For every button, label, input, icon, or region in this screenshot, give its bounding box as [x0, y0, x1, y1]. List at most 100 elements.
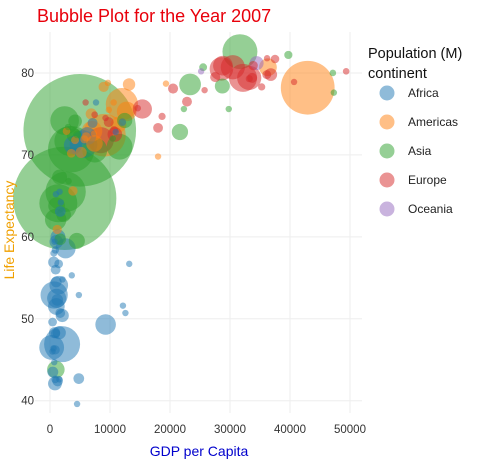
bubble-asia [179, 73, 201, 96]
chart-title: Bubble Plot for the Year 2007 [37, 6, 271, 26]
bubble-africa [50, 276, 62, 288]
bubble-europe [262, 70, 272, 80]
legend-label: Africa [408, 86, 439, 100]
bubble-americas [162, 80, 170, 87]
bubble-africa [112, 128, 119, 136]
bubble-europe [182, 96, 192, 107]
bubble-europe [134, 104, 142, 112]
bubble-asia [214, 78, 230, 94]
bubble-europe [82, 99, 89, 106]
y-tick-label: 40 [21, 396, 34, 408]
bubble-oceania [197, 68, 205, 75]
bubble-africa [92, 99, 100, 106]
bubble-americas [86, 135, 103, 152]
bubble-americas [280, 60, 335, 115]
bubble-europe [213, 55, 233, 76]
bubble-americas [68, 186, 78, 196]
y-axis-ticks: 40 50 60 70 80 [21, 68, 34, 408]
bubble-asia [330, 89, 338, 96]
bubble-europe [258, 83, 266, 91]
bubble-americas [122, 78, 136, 91]
x-tick-label: 50000 [334, 424, 366, 436]
bubble-asia [225, 105, 232, 113]
bubble-asia [284, 50, 293, 60]
bubble-europe [91, 111, 99, 119]
bubble-africa [126, 260, 133, 268]
bubble-africa [59, 276, 66, 283]
legend-label: Asia [408, 144, 432, 158]
bubble-americas [80, 135, 89, 144]
y-axis-title: Life Expectancy [1, 181, 17, 280]
y-tick-label: 70 [21, 150, 34, 162]
bubble-asia [50, 106, 79, 135]
bubble-europe [263, 55, 271, 62]
bubble-americas [105, 106, 113, 114]
bubble-americas [75, 146, 87, 159]
legend-swatch [379, 114, 395, 130]
bubble-asia [109, 135, 116, 142]
bubble-asia [73, 130, 81, 139]
bubble-asia [329, 69, 337, 77]
x-tick-label: 20000 [154, 424, 186, 436]
legend-swatch [379, 143, 395, 159]
x-axis-ticks: 0 10000 20000 30000 40000 50000 [47, 424, 366, 436]
bubble-africa [68, 272, 75, 279]
bubble-africa [73, 400, 81, 408]
bubble-asia [65, 177, 72, 185]
bubble-africa [56, 188, 63, 195]
bubble-africa [73, 373, 85, 384]
bubble-asia [180, 105, 188, 113]
x-tick-label: 0 [47, 424, 53, 436]
bubble-europe [248, 60, 258, 71]
bubble-africa [87, 117, 98, 128]
bubble-africa [50, 249, 58, 257]
x-axis-title: GDP per Capita [150, 443, 249, 459]
bubble-africa [122, 309, 129, 317]
bubble-europe [210, 71, 221, 83]
legend-swatch [379, 85, 395, 101]
bubble-asia [171, 123, 189, 141]
bubble-americas [90, 130, 98, 137]
bubble-americas [110, 99, 117, 106]
legend-item-asia: Asia [379, 143, 432, 159]
legend: Population (M) continent AfricaAmericasA… [368, 46, 462, 217]
y-tick-label: 50 [21, 314, 34, 326]
legend-title-line1: Population (M) [368, 46, 462, 62]
bubble-americas [104, 79, 112, 87]
bubble-asia [64, 123, 72, 131]
legend-items: Africa Americas Asia Europe Oceania [379, 85, 458, 217]
bubble-africa [54, 259, 64, 269]
bubble-asia [68, 114, 82, 129]
bubble-europe [168, 83, 179, 94]
bubble-africa [48, 317, 57, 327]
bubbles [13, 34, 350, 408]
bubble-europe [102, 114, 109, 122]
bubble-africa [51, 359, 58, 366]
x-tick-label: 40000 [274, 424, 306, 436]
bubble-africa [50, 328, 61, 339]
bubble-africa [56, 376, 63, 383]
legend-label: Europe [408, 173, 447, 187]
bubble-europe [290, 78, 298, 86]
bubble-africa [57, 199, 65, 206]
bubble-europe [201, 86, 208, 94]
bubble-africa [75, 291, 83, 299]
y-tick-label: 60 [21, 232, 34, 244]
bubble-europe [270, 54, 280, 64]
bubble-europe [132, 99, 152, 119]
bubble-africa [118, 118, 127, 126]
bubble-europe [245, 75, 253, 83]
bubble-europe [153, 122, 163, 133]
legend-label: Americas [408, 115, 458, 129]
bubble-africa [55, 308, 66, 318]
legend-item-americas: Americas [379, 114, 458, 130]
legend-item-oceania: Oceania [379, 201, 453, 217]
bubble-africa [50, 345, 57, 352]
legend-title-line2: continent [368, 66, 427, 82]
bubble-africa [119, 302, 127, 309]
bubble-americas [52, 224, 62, 235]
bubble-asia [68, 232, 85, 249]
bubble-africa [51, 238, 58, 245]
bubble-europe [158, 112, 166, 120]
x-tick-label: 30000 [214, 424, 246, 436]
